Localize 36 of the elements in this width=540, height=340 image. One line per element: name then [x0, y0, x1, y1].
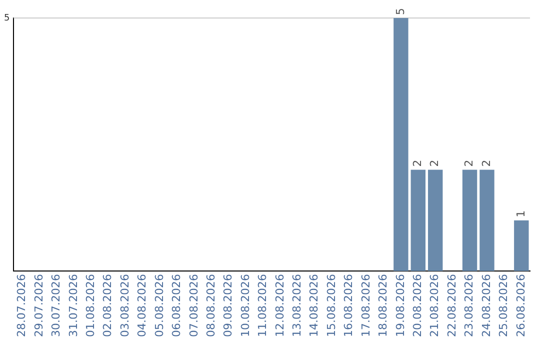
- data-label: 2: [480, 160, 493, 167]
- x-tick-label: 21.08.2026: [428, 274, 442, 338]
- data-label: 1: [514, 210, 528, 218]
- x-tick-label: 28.07.2026: [15, 274, 28, 338]
- x-tick-label: 09.08.2026: [222, 274, 235, 338]
- x-tick-label: 14.08.2026: [308, 274, 321, 338]
- data-label: 2: [462, 160, 476, 167]
- x-tick-label: 08.08.2026: [204, 274, 218, 338]
- x-tick-label: 18.08.2026: [376, 274, 390, 338]
- x-tick-label: 23.08.2026: [462, 274, 476, 338]
- x-tick-label: 06.08.2026: [170, 274, 184, 338]
- x-tick-label: 11.08.2026: [256, 274, 270, 338]
- data-label: 2: [411, 160, 424, 167]
- x-tick-label: 07.08.2026: [187, 274, 200, 338]
- x-tick-label: 17.08.2026: [359, 274, 372, 338]
- x-tick-label: 25.08.2026: [497, 274, 510, 338]
- x-tick-label: 01.08.2026: [84, 274, 98, 338]
- x-tick-label: 10.08.2026: [238, 274, 252, 338]
- x-tick-label: 20.08.2026: [411, 274, 424, 338]
- x-tick-label: 13.08.2026: [290, 274, 304, 338]
- data-label: 5: [394, 8, 407, 15]
- x-tick-label: 04.08.2026: [136, 274, 149, 338]
- x-tick-label: 29.07.2026: [32, 274, 46, 338]
- x-tick-label: 16.08.2026: [342, 274, 356, 338]
- x-tick-label: 24.08.2026: [480, 274, 493, 338]
- x-tick-label: 15.08.2026: [324, 274, 338, 338]
- x-tick-label: 22.08.2026: [445, 274, 458, 338]
- x-tick-label: 02.08.2026: [101, 274, 114, 338]
- x-tick-label: 03.08.2026: [118, 274, 132, 338]
- x-tick-label: 12.08.2026: [273, 274, 286, 338]
- x-tick-label: 31.07.2026: [66, 274, 80, 338]
- x-tick-label: 26.08.2026: [514, 274, 528, 338]
- x-tick-label: 05.08.2026: [152, 274, 166, 338]
- x-tick-label: 19.08.2026: [394, 274, 407, 338]
- x-tick-label: 30.07.2026: [50, 274, 63, 338]
- data-label: 2: [428, 160, 442, 167]
